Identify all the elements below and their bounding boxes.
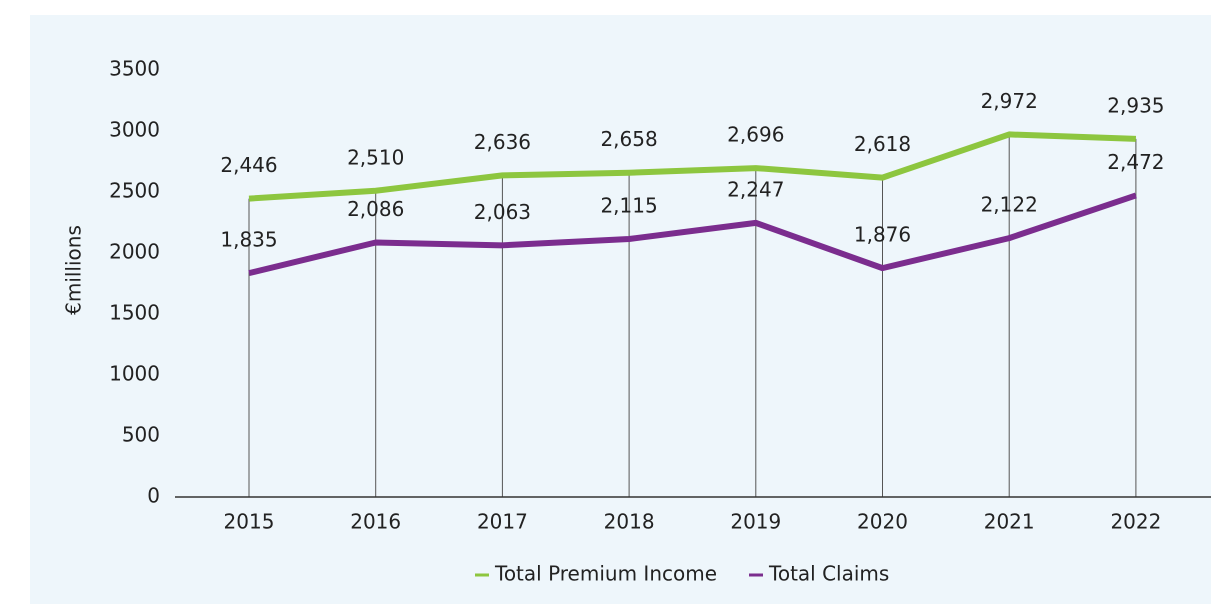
x-tick-label: 2019: [730, 510, 781, 534]
series-line: [248, 131, 1137, 202]
x-tick-label: 2022: [1110, 510, 1161, 534]
y-tick-label: 2000: [109, 240, 160, 264]
data-label: 1,876: [854, 223, 911, 247]
data-label: 2,636: [474, 130, 531, 154]
x-tick-label: 2016: [350, 510, 401, 534]
legend-label: Total Claims: [768, 562, 889, 586]
data-label: 2,935: [1107, 93, 1164, 117]
data-label: 2,247: [727, 177, 784, 201]
y-tick-label: 3500: [109, 57, 160, 81]
data-label: 2,086: [347, 197, 404, 221]
legend-label: Total Premium Income: [494, 562, 717, 586]
data-label: 2,446: [220, 153, 277, 177]
data-label: 2,696: [727, 123, 784, 147]
x-tick-label: 2021: [984, 510, 1035, 534]
data-label: 1,835: [220, 228, 277, 252]
chart-background: [30, 15, 1211, 604]
y-tick-label: 1500: [109, 301, 160, 325]
data-label: 2,115: [600, 193, 657, 217]
data-label: 2,972: [981, 89, 1038, 113]
data-label: 2,472: [1107, 150, 1164, 174]
y-tick-label: 500: [122, 423, 160, 447]
data-label: 2,618: [854, 132, 911, 156]
data-label: 2,658: [600, 127, 657, 151]
x-tick-label: 2015: [224, 510, 275, 534]
x-tick-label: 2018: [604, 510, 655, 534]
data-label: 2,122: [981, 193, 1038, 217]
x-tick-label: 2017: [477, 510, 528, 534]
y-tick-label: 0: [147, 484, 160, 508]
data-label: 2,063: [474, 200, 531, 224]
series-line: [248, 192, 1137, 277]
data-label: 2,510: [347, 145, 404, 169]
y-tick-label: 2500: [109, 179, 160, 203]
x-tick-label: 2020: [857, 510, 908, 534]
y-tick-label: 1000: [109, 362, 160, 386]
y-tick-label: 3000: [109, 118, 160, 142]
y-axis-label: €millions: [62, 225, 86, 315]
